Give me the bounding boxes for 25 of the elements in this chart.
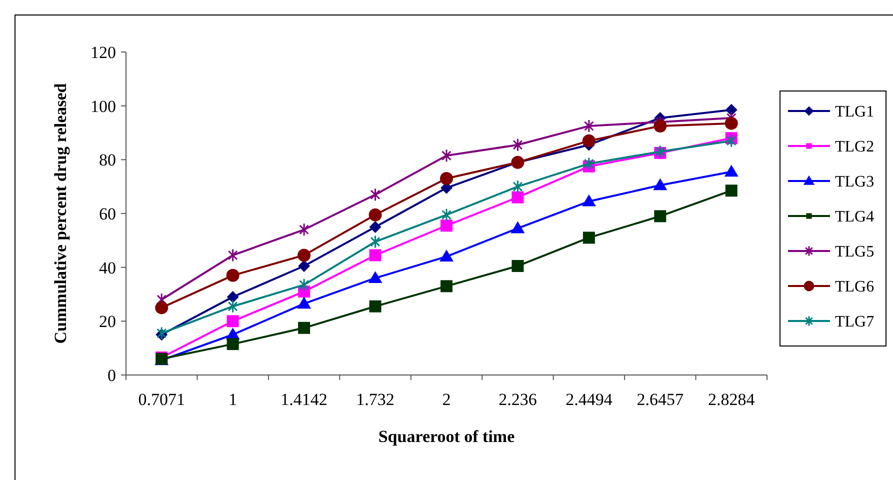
x-tick-label: 1.732	[356, 390, 394, 409]
x-tick-label: 2.236	[498, 390, 537, 409]
y-tick-label: 40	[99, 258, 116, 278]
x-tick-label: 2.6457	[636, 390, 684, 409]
x-tick-label: 2	[442, 390, 451, 409]
y-tick-label: 100	[90, 96, 116, 116]
x-tick-label: 2.8284	[708, 390, 756, 409]
x-tick-label: 1	[228, 390, 238, 409]
legend-label: TLG2	[835, 138, 874, 156]
legend-label: TLG4	[835, 208, 874, 226]
y-tick-label: 20	[99, 312, 116, 332]
x-tick-label: 0.7071	[138, 390, 185, 409]
x-tick-label: 2.4494	[566, 390, 613, 409]
y-tick-label: 60	[99, 204, 116, 224]
x-tick-label: 1.4142	[280, 390, 328, 409]
legend-label: TLG6	[835, 278, 874, 296]
legend-label: TLG7	[835, 314, 874, 331]
y-tick-label: 120	[90, 42, 116, 62]
y-axis-title: Cummulative percent drug released	[51, 82, 70, 344]
legend-label: TLG5	[835, 244, 874, 261]
y-tick-label: 80	[99, 150, 116, 170]
x-axis-title: Squareroot of time	[378, 427, 516, 446]
legend-label: TLG1	[835, 104, 874, 121]
legend-label: TLG3	[835, 174, 874, 191]
y-tick-label: 0	[108, 366, 116, 385]
